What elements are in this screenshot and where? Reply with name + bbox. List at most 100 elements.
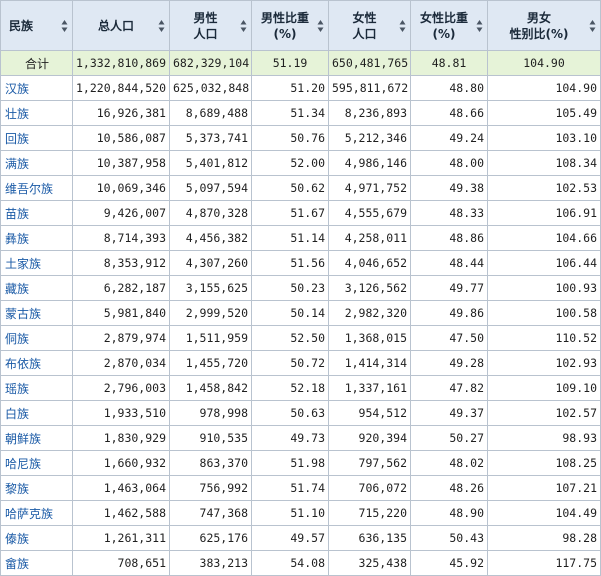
cell-total-population: 10,586,087 xyxy=(72,125,170,151)
cell-sex-ratio: 106.44 xyxy=(487,250,601,276)
cell-female-population: 5,212,346 xyxy=(328,125,411,151)
column-header-male-share[interactable]: 男性比重 (%) xyxy=(251,0,329,51)
cell-sex-ratio: 100.58 xyxy=(487,300,601,326)
cell-female-share: 49.77 xyxy=(410,275,488,301)
ethnicity-link[interactable]: 白族 xyxy=(0,400,73,426)
column-header-female-population[interactable]: 女性 人口 xyxy=(328,0,411,51)
cell-male-share: 50.23 xyxy=(251,275,329,301)
sort-icon[interactable] xyxy=(589,18,596,34)
table-row: 满族 10,387,958 5,401,812 52.00 4,986,146 48.00… xyxy=(0,150,601,176)
cell-sex-ratio: 98.28 xyxy=(487,525,601,551)
table-row: 彝族 8,714,393 4,456,382 51.14 4,258,011 48.86 1… xyxy=(0,225,601,251)
ethnicity-link[interactable]: 汉族 xyxy=(0,75,73,101)
ethnicity-link[interactable]: 彝族 xyxy=(0,225,73,251)
column-header-label: 男女 性别比(%) xyxy=(509,10,569,41)
ethnicity-link[interactable]: 朝鲜族 xyxy=(0,425,73,451)
cell-female-share: 49.86 xyxy=(410,300,488,326)
cell-female-share: 49.38 xyxy=(410,175,488,201)
column-header-ethnicity[interactable]: 民族 xyxy=(0,0,73,51)
cell-total-population: 2,879,974 xyxy=(72,325,170,351)
cell-male-share: 51.20 xyxy=(251,75,329,101)
cell-male-share: 51.10 xyxy=(251,500,329,526)
cell-female-population: 636,135 xyxy=(328,525,411,551)
sort-icon[interactable] xyxy=(240,18,247,34)
cell-male-share: 51.74 xyxy=(251,475,329,501)
cell-female-population: 4,258,011 xyxy=(328,225,411,251)
cell-male-population: 1,455,720 xyxy=(169,350,252,376)
column-header-sex-ratio[interactable]: 男女 性别比(%) xyxy=(487,0,601,51)
cell-total-population: 6,282,187 xyxy=(72,275,170,301)
ethnicity-link[interactable]: 苗族 xyxy=(0,200,73,226)
total-row: 合计 1,332,810,869 682,329,104 51.19 650,481,7… xyxy=(0,50,601,76)
cell-male-population: 682,329,104 xyxy=(169,50,252,76)
cell-female-population: 4,986,146 xyxy=(328,150,411,176)
cell-total-population: 1,220,844,520 xyxy=(72,75,170,101)
ethnicity-link[interactable]: 维吾尔族 xyxy=(0,175,73,201)
table-row: 傣族 1,261,311 625,176 49.57 636,135 50.43 98.28 xyxy=(0,525,601,551)
cell-total-population: 16,926,381 xyxy=(72,100,170,126)
cell-male-population: 756,992 xyxy=(169,475,252,501)
column-header-total-population[interactable]: 总人口 xyxy=(72,0,170,51)
column-header-male-population[interactable]: 男性 人口 xyxy=(169,0,252,51)
ethnicity-link[interactable]: 侗族 xyxy=(0,325,73,351)
cell-male-share: 51.14 xyxy=(251,225,329,251)
cell-sex-ratio: 103.10 xyxy=(487,125,601,151)
cell-male-share: 49.57 xyxy=(251,525,329,551)
cell-female-share: 48.00 xyxy=(410,150,488,176)
ethnicity-link[interactable]: 藏族 xyxy=(0,275,73,301)
column-header-label: 男性 人口 xyxy=(193,10,218,41)
ethnicity-link[interactable]: 畲族 xyxy=(0,550,73,576)
sort-icon[interactable] xyxy=(399,18,406,34)
ethnicity-link[interactable]: 壮族 xyxy=(0,100,73,126)
ethnicity-link[interactable]: 土家族 xyxy=(0,250,73,276)
cell-female-share: 47.50 xyxy=(410,325,488,351)
sort-icon[interactable] xyxy=(476,18,483,34)
ethnicity-link[interactable]: 回族 xyxy=(0,125,73,151)
sort-icon[interactable] xyxy=(158,18,165,34)
cell-male-share: 50.76 xyxy=(251,125,329,151)
cell-male-population: 747,368 xyxy=(169,500,252,526)
cell-sex-ratio: 98.93 xyxy=(487,425,601,451)
sort-icon[interactable] xyxy=(317,18,324,34)
table-row: 苗族 9,426,007 4,870,328 51.67 4,555,679 48.33 1… xyxy=(0,200,601,226)
cell-sex-ratio: 109.10 xyxy=(487,375,601,401)
table-row: 侗族 2,879,974 1,511,959 52.50 1,368,015 47.50 1… xyxy=(0,325,601,351)
table-row: 汉族 1,220,844,520 625,032,848 51.20 595,811,6… xyxy=(0,75,601,101)
cell-total-population: 10,069,346 xyxy=(72,175,170,201)
sort-icon[interactable] xyxy=(61,18,68,34)
cell-sex-ratio: 104.90 xyxy=(487,75,601,101)
cell-sex-ratio: 110.52 xyxy=(487,325,601,351)
column-header-label: 男性比重 (%) xyxy=(260,10,309,41)
ethnicity-link[interactable]: 哈萨克族 xyxy=(0,500,73,526)
cell-male-population: 5,373,741 xyxy=(169,125,252,151)
ethnicity-link[interactable]: 哈尼族 xyxy=(0,450,73,476)
table-row: 哈萨克族 1,462,588 747,368 51.10 715,220 48.90 104… xyxy=(0,500,601,526)
table-row: 畲族 708,651 383,213 54.08 325,438 45.92 117.75 xyxy=(0,550,601,576)
cell-male-population: 383,213 xyxy=(169,550,252,576)
cell-sex-ratio: 102.57 xyxy=(487,400,601,426)
cell-female-share: 47.82 xyxy=(410,375,488,401)
cell-total-population: 1,660,932 xyxy=(72,450,170,476)
cell-male-share: 51.98 xyxy=(251,450,329,476)
ethnicity-link[interactable]: 瑶族 xyxy=(0,375,73,401)
cell-female-population: 715,220 xyxy=(328,500,411,526)
ethnicity-link[interactable]: 蒙古族 xyxy=(0,300,73,326)
cell-male-population: 5,097,594 xyxy=(169,175,252,201)
table-row: 壮族 16,926,381 8,689,488 51.34 8,236,893 48.66… xyxy=(0,100,601,126)
ethnicity-link[interactable]: 黎族 xyxy=(0,475,73,501)
column-header-female-share[interactable]: 女性比重 (%) xyxy=(410,0,488,51)
ethnicity-link[interactable]: 布依族 xyxy=(0,350,73,376)
cell-male-population: 3,155,625 xyxy=(169,275,252,301)
cell-female-share: 48.02 xyxy=(410,450,488,476)
ethnicity-link[interactable]: 傣族 xyxy=(0,525,73,551)
cell-sex-ratio: 106.91 xyxy=(487,200,601,226)
cell-sex-ratio: 102.53 xyxy=(487,175,601,201)
cell-sex-ratio: 117.75 xyxy=(487,550,601,576)
cell-male-share: 50.72 xyxy=(251,350,329,376)
table-row: 布依族 2,870,034 1,455,720 50.72 1,414,314 49.28… xyxy=(0,350,601,376)
cell-male-share: 50.62 xyxy=(251,175,329,201)
ethnicity-link[interactable]: 满族 xyxy=(0,150,73,176)
cell-male-share: 49.73 xyxy=(251,425,329,451)
cell-female-share: 48.80 xyxy=(410,75,488,101)
